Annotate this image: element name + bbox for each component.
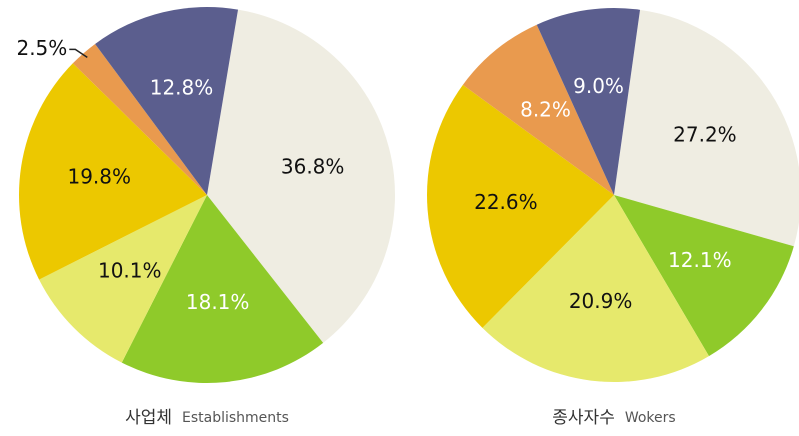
data-label: 2.5% [16, 36, 67, 60]
data-label: 19.8% [67, 165, 131, 189]
title-korean: 사업체 [125, 408, 172, 428]
pie-slice [482, 195, 709, 382]
pie-slice [614, 9, 799, 247]
data-label: 20.9% [569, 289, 633, 313]
pie-slice [72, 43, 207, 196]
pie-slice [18, 63, 207, 280]
pie-slice [427, 84, 614, 328]
data-label: 10.1% [98, 258, 162, 282]
title-korean: 종사자수 [552, 408, 615, 428]
chart-title: 사업체 Establishments [125, 408, 289, 428]
title-english: Establishments [182, 410, 289, 426]
leader-line [69, 48, 88, 59]
pie-slice [207, 9, 395, 343]
pie-slice [536, 7, 641, 195]
title-english: Wokers [625, 410, 676, 426]
pie-slice [462, 24, 614, 196]
data-label: 12.8% [150, 75, 214, 99]
pie-slice [614, 195, 794, 357]
data-label: 8.2% [520, 97, 571, 121]
data-label: 9.0% [573, 74, 624, 98]
pie-slice [121, 195, 324, 383]
chart-title: 종사자수 Wokers [552, 408, 675, 428]
pie-slice [39, 195, 207, 363]
data-label: 27.2% [673, 122, 737, 146]
pie-slice [95, 7, 239, 196]
data-label: 18.1% [186, 290, 250, 314]
data-label: 36.8% [281, 155, 345, 179]
data-label: 22.6% [474, 190, 538, 214]
data-label: 12.1% [668, 248, 732, 272]
